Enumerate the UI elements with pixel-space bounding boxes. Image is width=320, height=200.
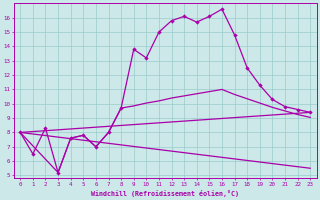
X-axis label: Windchill (Refroidissement éolien,°C): Windchill (Refroidissement éolien,°C) bbox=[91, 190, 239, 197]
